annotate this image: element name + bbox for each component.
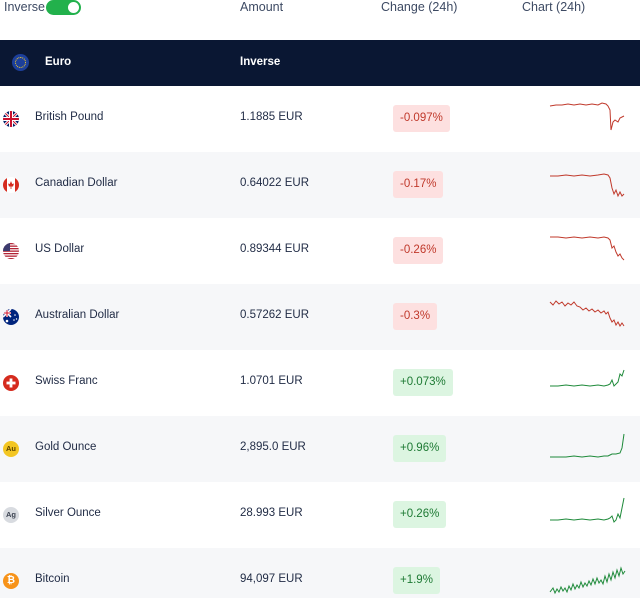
currency-name[interactable]: Australian Dollar xyxy=(35,309,120,321)
eu-flag-icon xyxy=(12,54,29,71)
currency-name[interactable]: Canadian Dollar xyxy=(35,177,118,189)
currency-amount: 0.57262 EUR xyxy=(240,309,310,321)
currency-amount: 1.1885 EUR xyxy=(240,111,303,123)
australia-flag-icon xyxy=(3,309,19,325)
sparkline-chart xyxy=(549,566,626,595)
switzerland-flag-icon xyxy=(3,375,19,391)
table-header: Inverse Amount Change (24h) Chart (24h) xyxy=(0,0,640,40)
sparkline-chart xyxy=(550,236,625,261)
silver-coin-icon: Ag xyxy=(3,507,19,523)
currency-name[interactable]: British Pound xyxy=(35,111,104,123)
table-row[interactable]: Swiss Franc 1.0701 EUR +0.073% xyxy=(0,350,640,416)
change-badge: +0.26% xyxy=(393,501,447,528)
inverse-caret-icon xyxy=(0,40,640,86)
sparkline-chart xyxy=(550,369,625,387)
sparkline-chart xyxy=(549,300,625,327)
table-row[interactable]: Ag Silver Ounce 28.993 EUR +0.26% xyxy=(0,482,640,548)
change-badge: -0.17% xyxy=(393,171,444,198)
base-currency-name[interactable]: Euro xyxy=(45,56,72,68)
change-badge: -0.097% xyxy=(393,105,450,132)
toggle-knob xyxy=(68,2,79,13)
table-row[interactable]: British Pound 1.1885 EUR -0.097% xyxy=(0,86,640,152)
inverse-mode-label: Inverse xyxy=(240,56,281,68)
change-badge: +1.9% xyxy=(393,567,440,594)
currency-name[interactable]: Bitcoin xyxy=(35,573,70,585)
table-row[interactable]: Au Gold Ounce 2,895.0 EUR +0.96% xyxy=(0,416,640,482)
inverse-label: Inverse xyxy=(4,0,45,14)
sparkline-chart xyxy=(550,497,625,523)
currency-amount: 1.0701 EUR xyxy=(240,375,303,387)
gold-coin-icon: Au xyxy=(3,441,19,457)
canada-flag-icon xyxy=(3,177,19,193)
table-row[interactable]: Australian Dollar 0.57262 EUR -0.3% xyxy=(0,284,640,350)
currency-name[interactable]: Gold Ounce xyxy=(35,441,97,453)
currency-amount: 0.89344 EUR xyxy=(240,243,310,255)
currency-amount: 94,097 EUR xyxy=(240,573,303,585)
currency-name[interactable]: US Dollar xyxy=(35,243,85,255)
change-badge: -0.26% xyxy=(393,237,444,264)
bitcoin-icon: ₿ xyxy=(3,573,19,589)
column-header-change: Change (24h) xyxy=(381,0,458,14)
table-row[interactable]: ₿ Bitcoin 94,097 EUR +1.9% xyxy=(0,548,640,598)
change-badge: -0.3% xyxy=(393,303,438,330)
table-row[interactable]: US Dollar 0.89344 EUR -0.26% xyxy=(0,218,640,284)
currency-amount: 28.993 EUR xyxy=(240,507,303,519)
currency-amount: 0.64022 EUR xyxy=(240,177,310,189)
sparkline-chart xyxy=(550,173,625,198)
uk-flag-icon xyxy=(3,111,19,127)
currency-name[interactable]: Silver Ounce xyxy=(35,507,101,519)
sparkline-chart xyxy=(549,102,625,131)
change-badge: +0.96% xyxy=(393,435,447,462)
table-row[interactable]: Canadian Dollar 0.64022 EUR -0.17% xyxy=(0,152,640,218)
change-badge: +0.073% xyxy=(393,369,453,396)
inverse-toggle[interactable] xyxy=(46,0,81,15)
currency-name[interactable]: Swiss Franc xyxy=(35,375,98,387)
currency-amount: 2,895.0 EUR xyxy=(240,441,306,453)
base-currency-bar: Euro Inverse xyxy=(0,40,640,86)
us-flag-icon xyxy=(3,243,19,259)
column-header-chart: Chart (24h) xyxy=(522,0,586,14)
sparkline-chart xyxy=(550,433,625,458)
column-header-amount: Amount xyxy=(240,0,284,14)
